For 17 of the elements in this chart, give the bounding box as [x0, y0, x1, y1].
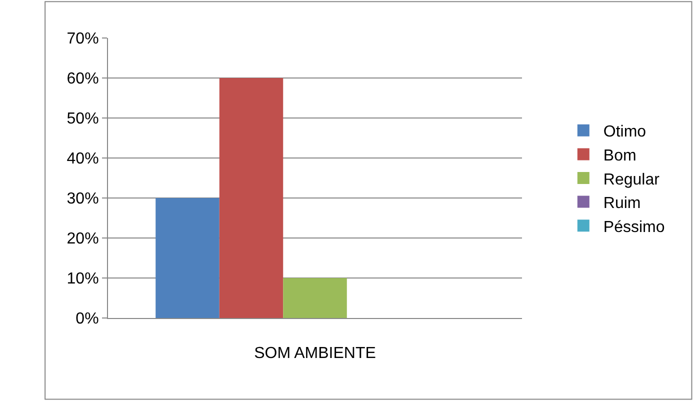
- legend-label: Regular: [603, 171, 660, 188]
- x-tick-label: SOM AMBIENTE: [254, 345, 376, 362]
- legend-label: Péssimo: [603, 218, 665, 236]
- legend-label: Bom: [603, 147, 636, 164]
- y-tick-label: 0%: [76, 310, 99, 328]
- y-tick-label: 10%: [66, 270, 99, 288]
- bar: [156, 198, 220, 318]
- legend-label: Otimo: [603, 124, 646, 141]
- bar: [219, 78, 284, 318]
- y-tick-label: 50%: [66, 110, 99, 128]
- y-tick-label: 40%: [66, 150, 99, 168]
- y-tick-label: 20%: [66, 230, 99, 248]
- y-tick-label: 30%: [66, 190, 99, 208]
- bar: [283, 278, 347, 318]
- y-tick-label: 70%: [66, 30, 99, 48]
- y-tick-label: 60%: [66, 70, 99, 88]
- legend-label: Ruim: [603, 195, 641, 212]
